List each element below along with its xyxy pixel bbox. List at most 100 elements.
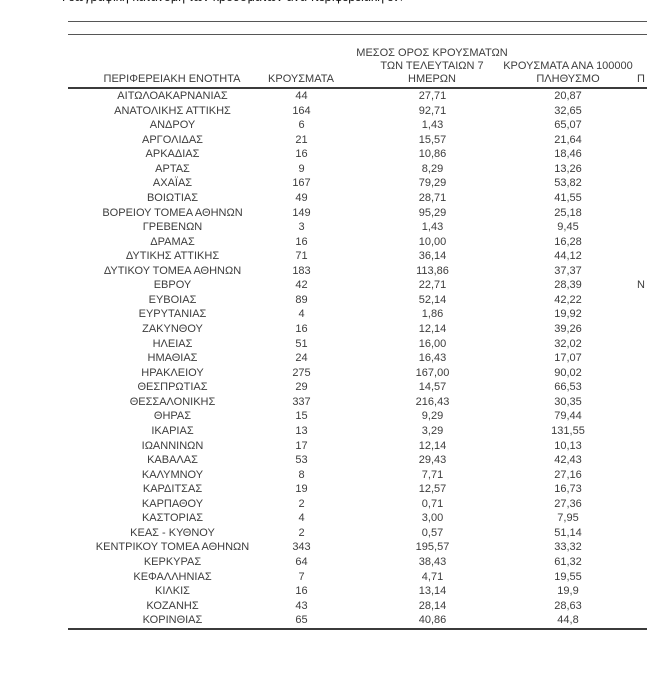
region-cell: ΕΥΡΥΤΑΝΙΑΣ <box>138 308 207 321</box>
region-cell: ΚΕΡΚΥΡΑΣ <box>143 556 202 568</box>
region-cell: ΘΕΣΠΡΩΤΙΑΣ <box>137 381 208 394</box>
per100k-cell: 32,65 <box>554 104 582 117</box>
note-cell <box>597 133 647 148</box>
cases-cell: 2 <box>298 526 305 539</box>
table-row: ΑΙΤΩΛΟΑΚΑΡΝΑΝΙΑΣ 44 27,71 20,87 <box>68 89 647 104</box>
note-cell <box>597 351 647 366</box>
avg7-cell: 14,57 <box>418 381 447 394</box>
cases-cell: 3 <box>298 221 305 234</box>
region-cell: ΚΕΝΤΡΙΚΟΥ ΤΟΜΕΑ ΑΘΗΝΩΝ <box>95 541 250 554</box>
avg7-cell: 38,43 <box>418 556 447 568</box>
header-underline <box>68 87 647 89</box>
note-cell <box>597 89 647 104</box>
note-cell <box>597 235 647 250</box>
avg7-cell: 52,14 <box>418 293 447 306</box>
note-cell <box>597 570 647 585</box>
top-rule-2 <box>68 34 647 35</box>
table-row: ΔΡΑΜΑΣ 16 10,00 16,28 <box>68 235 647 250</box>
region-cell: ΚΑΡΔΙΤΣΑΣ <box>142 483 203 496</box>
cases-cell: 4 <box>298 512 305 525</box>
note-cell <box>597 497 647 512</box>
table-row: ΚΑΛΥΜΝΟΥ 8 7,71 27,16 <box>68 468 647 483</box>
per100k-cell: 131,55 <box>551 424 585 437</box>
per100k-cell: 27,36 <box>554 497 582 510</box>
per100k-cell: 30,35 <box>554 395 582 408</box>
per100k-cell: 19,9 <box>557 585 579 598</box>
note-cell <box>597 206 647 221</box>
per100k-cell: 16,73 <box>554 483 582 496</box>
note-cell <box>597 307 647 322</box>
cases-cell: 2 <box>298 497 305 510</box>
cases-cell: 6 <box>298 119 305 132</box>
cases-cell: 51 <box>295 337 308 350</box>
per100k-cell: 25,18 <box>554 206 582 219</box>
note-cell <box>597 191 647 206</box>
table-row: ΚΑΡΔΙΤΣΑΣ 19 12,57 16,73 <box>68 482 647 497</box>
table-row: ΚΑΒΑΛΑΣ 53 29,43 42,43 <box>68 453 647 468</box>
avg7-cell: 29,43 <box>418 454 447 467</box>
avg7-cell: 16,00 <box>418 337 447 350</box>
region-cell: ΑΡΚΑΔΙΑΣ <box>145 148 200 161</box>
per100k-cell: 20,87 <box>554 90 582 102</box>
cases-cell: 9 <box>298 162 305 175</box>
per100k-cell: 18,46 <box>554 148 582 161</box>
table-row: ΙΩΑΝΝΙΝΩΝ 17 12,14 10,13 <box>68 439 647 454</box>
region-cell: ΔΥΤΙΚΟΥ ΤΟΜΕΑ ΑΘΗΝΩΝ <box>103 264 242 277</box>
note-cell <box>597 322 647 337</box>
region-cell: ΘΕΣΣΑΛΟΝΙΚΗΣ <box>129 395 216 408</box>
avg7-cell: 28,71 <box>418 191 447 204</box>
avg7-cell: 12,14 <box>418 323 447 335</box>
per100k-cell: 13,26 <box>554 162 582 175</box>
cropped-heading: Γεωγραφική κατανομή των κρουσμάτων ανά π… <box>62 0 402 6</box>
cases-cell: 343 <box>292 541 311 554</box>
cases-cell: 167 <box>292 177 311 190</box>
per100k-cell: 44,8 <box>557 614 579 627</box>
per100k-cell: 17,07 <box>554 352 582 365</box>
table-row: ΚΑΡΠΑΘΟΥ 2 0,71 27,36 <box>68 497 647 512</box>
avg7-cell: 167,00 <box>415 366 450 379</box>
top-rule-1 <box>68 21 647 22</box>
region-cell: ΒΟΡΕΙΟΥ ΤΟΜΕΑ ΑΘΗΝΩΝ <box>102 206 243 219</box>
region-cell: ΑΝΑΤΟΛΙΚΗΣ ΑΤΤΙΚΗΣ <box>114 104 231 117</box>
table-row: ΑΝΑΤΟΛΙΚΗΣ ΑΤΤΙΚΗΣ 164 92,71 32,65 <box>68 104 647 119</box>
cases-cell: 64 <box>295 556 308 568</box>
avg7-cell: 3,29 <box>421 424 444 437</box>
region-cell: ΙΩΑΝΝΙΝΩΝ <box>141 439 204 452</box>
table-row: ΚΕΦΑΛΛΗΝΙΑΣ 7 4,71 19,55 <box>68 570 647 585</box>
avg7-cell: 27,71 <box>418 90 447 102</box>
region-cell: ΚΑΣΤΟΡΙΑΣ <box>141 512 204 525</box>
per100k-cell: 27,16 <box>554 468 582 481</box>
table-row: ΗΛΕΙΑΣ 51 16,00 32,02 <box>68 337 647 352</box>
note-cell <box>597 613 647 628</box>
table-row: ΚΕΑΣ - ΚΥΘΝΟΥ 2 0,57 51,14 <box>68 526 647 541</box>
cases-cell: 65 <box>295 614 308 627</box>
table-row: ΕΒΡΟΥ 42 22,71 28,39 Ν <box>68 278 647 293</box>
avg7-cell: 95,29 <box>418 206 447 219</box>
column-header-per100k: ΚΡΟΥΣΜΑΤΑ ΑΝΑ 100000 ΠΛΗΘΥΣΜΟ <box>503 60 633 85</box>
note-cell <box>597 482 647 497</box>
region-cell: ΘΗΡΑΣ <box>153 410 192 423</box>
per100k-cell: 37,37 <box>554 264 582 277</box>
avg7-cell: 9,29 <box>421 410 444 423</box>
note-cell <box>597 337 647 352</box>
table-row: ΚΟΡΙΝΘΙΑΣ 65 40,86 44,8 <box>68 613 647 628</box>
avg7-cell: 15,57 <box>418 133 447 146</box>
table-row: ΗΡΑΚΛΕΙΟΥ 275 167,00 90,02 <box>68 366 647 381</box>
region-cell: ΑΝΔΡΟΥ <box>149 119 196 132</box>
region-cell: ΒΟΙΩΤΙΑΣ <box>146 191 199 204</box>
table-row: ΑΡΚΑΔΙΑΣ 16 10,86 18,46 <box>68 147 647 162</box>
per100k-cell: 53,82 <box>554 177 582 190</box>
cases-cell: 15 <box>295 410 308 423</box>
region-cell: ΑΧΑΪΑΣ <box>152 177 193 190</box>
avg7-cell: 1,43 <box>421 221 444 234</box>
table-row: ΙΚΑΡΙΑΣ 13 3,29 131,55 <box>68 424 647 439</box>
per100k-cell: 10,13 <box>554 439 582 452</box>
column-header-clipped: Π <box>637 73 645 85</box>
per100k-cell: 66,53 <box>554 381 582 394</box>
table-row: ΑΡΓΟΛΙΔΑΣ 21 15,57 21,64 <box>68 133 647 148</box>
note-cell <box>597 424 647 439</box>
note-cell <box>597 162 647 177</box>
per100k-cell: 19,92 <box>554 308 582 321</box>
note-cell <box>597 409 647 424</box>
table-row: ΑΝΔΡΟΥ 6 1,43 65,07 <box>68 118 647 133</box>
